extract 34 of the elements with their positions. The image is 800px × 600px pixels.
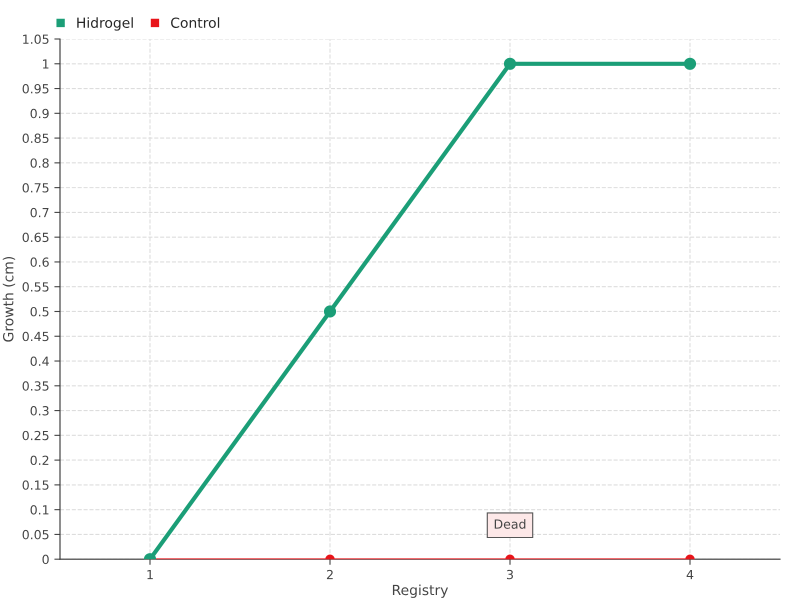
- y-tick-label: 0.7: [30, 208, 49, 218]
- point: [504, 58, 516, 70]
- y-tick-label: 1.05: [23, 34, 48, 44]
- y-tick-label: 0.55: [22, 282, 48, 292]
- y-tick-label: 0.05: [22, 530, 48, 540]
- y-tick-label: 0.35: [22, 381, 48, 391]
- x-axis-title: Registry: [392, 584, 448, 598]
- y-tick-label: 0.85: [22, 134, 48, 144]
- annotation: Dead: [494, 519, 526, 529]
- y-tick-label: 0.25: [22, 430, 48, 440]
- y-tick-label: 0.1: [30, 505, 48, 515]
- point: [324, 305, 336, 318]
- y-tick-label: 0.75: [22, 183, 48, 193]
- x-tick-label: 2: [326, 570, 333, 580]
- y-axis-title: Growth (cm): [2, 256, 16, 342]
- y-tick-label: 0.8: [30, 158, 49, 168]
- y-tick-label: 0.65: [22, 232, 48, 242]
- y-tick-label: 1: [43, 59, 48, 69]
- y-tick-label: 0.6: [30, 257, 49, 267]
- legend-label: Hidrogel: [77, 17, 133, 31]
- y-tick-label: 0.2: [30, 456, 48, 466]
- y-tick-label: 0.9: [30, 108, 49, 118]
- legend-label: Control: [171, 17, 220, 28]
- point: [684, 58, 696, 70]
- y-tick-label: 0.45: [22, 332, 48, 342]
- y-tick-label: 0.5: [30, 306, 48, 316]
- y-tick-label: 0.4: [30, 356, 49, 366]
- x-tick-label: 3: [506, 570, 513, 580]
- y-tick-label: 0.95: [22, 84, 48, 94]
- x-tick-label: 4: [686, 570, 694, 580]
- y-tick-label: 0.15: [22, 480, 48, 490]
- x-tick-label: 1: [147, 570, 153, 580]
- y-tick-label: 0.3: [30, 406, 49, 416]
- y-tick-label: 0: [42, 554, 49, 564]
